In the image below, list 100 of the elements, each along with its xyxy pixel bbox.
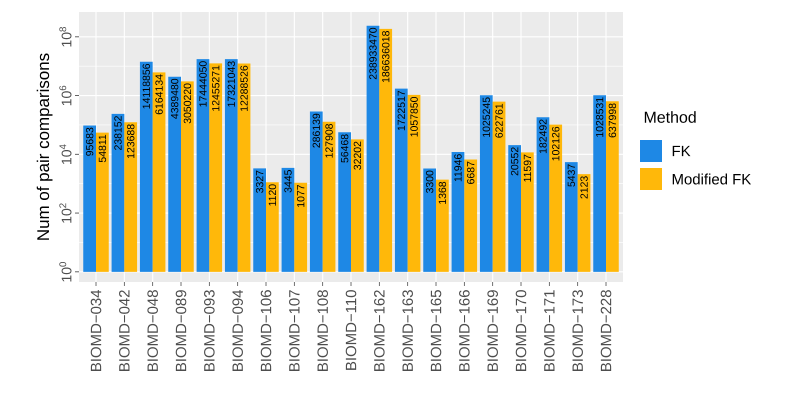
bar bbox=[196, 59, 210, 272]
bar bbox=[224, 59, 238, 272]
x-tick-label: BIOMD−166 bbox=[459, 290, 470, 371]
x-tick-label: BIOMD−170 bbox=[516, 290, 526, 371]
data-label: 11946 bbox=[454, 154, 462, 182]
x-tick-label: BIOMD−048 bbox=[147, 290, 158, 371]
bar bbox=[253, 168, 266, 272]
data-label: 286139 bbox=[312, 114, 320, 148]
x-tick-label: BIOMD−162 bbox=[374, 290, 385, 371]
data-label: 637998 bbox=[608, 103, 616, 138]
bar bbox=[379, 28, 392, 272]
data-label: 11597 bbox=[524, 154, 532, 182]
x-tick-label: BIOMD−171 bbox=[544, 290, 555, 371]
x-tick-label: BIOMD−089 bbox=[176, 290, 186, 371]
bar bbox=[294, 182, 308, 272]
x-tick-label: BIOMD−110 bbox=[346, 290, 356, 370]
bar bbox=[96, 132, 109, 272]
bar bbox=[508, 145, 522, 272]
legend-label: FK bbox=[672, 146, 690, 156]
x-tick-label: BIOMD−107 bbox=[289, 290, 300, 371]
data-label: 3050220 bbox=[184, 83, 192, 124]
data-label: 1368 bbox=[438, 182, 446, 204]
bar bbox=[168, 76, 182, 272]
data-label: 1057850 bbox=[410, 96, 418, 136]
data-label: 1120 bbox=[268, 184, 276, 206]
bar bbox=[152, 72, 166, 272]
bar bbox=[112, 114, 124, 272]
bar bbox=[310, 112, 323, 272]
data-label: 54811 bbox=[98, 134, 106, 162]
bar bbox=[606, 101, 619, 272]
data-label: 95683 bbox=[86, 128, 94, 156]
bar bbox=[480, 95, 493, 272]
bar bbox=[351, 139, 364, 272]
data-label: 238152 bbox=[114, 116, 122, 150]
data-label: 14118856 bbox=[142, 64, 150, 108]
bar bbox=[282, 168, 294, 272]
bar bbox=[266, 182, 279, 272]
bar bbox=[564, 162, 578, 272]
bar bbox=[322, 122, 336, 272]
data-label: 238933470 bbox=[369, 28, 377, 80]
data-label: 102126 bbox=[552, 126, 560, 160]
bar bbox=[209, 63, 222, 272]
bar bbox=[366, 26, 380, 272]
x-tick-label: BIOMD−093 bbox=[204, 290, 215, 371]
data-label: 127908 bbox=[325, 124, 333, 158]
data-label: 622761 bbox=[495, 104, 503, 138]
data-label: 17321043 bbox=[228, 61, 236, 107]
data-label: 6687 bbox=[467, 162, 474, 184]
data-label: 56468 bbox=[340, 134, 348, 163]
data-label: 1722517 bbox=[398, 90, 406, 130]
bar bbox=[549, 124, 562, 272]
bar bbox=[464, 159, 478, 272]
x-tick-label: BIOMD−228 bbox=[600, 290, 612, 371]
data-label: 32202 bbox=[354, 142, 362, 170]
data-label: 20552 bbox=[510, 147, 518, 176]
bar bbox=[521, 152, 534, 272]
bar bbox=[140, 62, 153, 272]
bar bbox=[436, 180, 449, 272]
bar bbox=[394, 88, 408, 272]
data-label: 17444050 bbox=[199, 61, 207, 107]
y-tick-label: 10$^{0}$ bbox=[59, 262, 72, 282]
x-tick-label: BIOMD−106 bbox=[260, 290, 272, 371]
x-tick-label: BIOMD−169 bbox=[487, 290, 498, 371]
data-label: 3327 bbox=[256, 170, 264, 193]
data-label: 4389480 bbox=[170, 78, 178, 119]
legend-title: Method bbox=[644, 111, 696, 123]
data-label: 3300 bbox=[426, 170, 434, 194]
data-label: 6164134 bbox=[155, 74, 163, 114]
bar bbox=[593, 95, 606, 272]
data-label: 5437 bbox=[568, 164, 576, 187]
legend-label: Modified FK bbox=[672, 174, 752, 184]
y-tick-label: 10$^{6}$ bbox=[59, 86, 72, 106]
data-label: 3445 bbox=[284, 170, 292, 192]
x-tick-label: BIOMD−094 bbox=[232, 290, 243, 371]
bar bbox=[423, 168, 436, 272]
bar bbox=[492, 102, 506, 272]
data-label: 12288526 bbox=[240, 66, 248, 112]
x-tick-label: BIOMD−163 bbox=[402, 290, 413, 371]
x-tick-label: BIOMD−034 bbox=[90, 290, 102, 371]
x-tick-label: BIOMD−165 bbox=[430, 290, 442, 371]
bar bbox=[238, 64, 250, 272]
bar bbox=[408, 94, 420, 272]
data-label: 123688 bbox=[127, 124, 134, 158]
x-tick-label: BIOMD−173 bbox=[572, 290, 583, 371]
bar bbox=[83, 126, 96, 272]
data-label: 186636018 bbox=[382, 31, 390, 82]
bar bbox=[338, 132, 352, 272]
bar bbox=[124, 122, 138, 272]
bar bbox=[536, 117, 550, 272]
x-tick-label: BIOMD−042 bbox=[119, 290, 130, 371]
data-label: 1025245 bbox=[482, 97, 490, 137]
data-label: 12455271 bbox=[212, 66, 220, 111]
y-axis-title: Num of pair comparisons bbox=[36, 54, 52, 240]
data-label: 182492 bbox=[539, 120, 547, 154]
y-tick-label: 10$^{8}$ bbox=[59, 27, 72, 46]
data-label: 2123 bbox=[580, 176, 588, 199]
bar bbox=[181, 81, 194, 272]
x-tick-label: BIOMD−108 bbox=[317, 290, 328, 371]
y-tick-label: 10$^{4}$ bbox=[59, 144, 72, 164]
bar bbox=[578, 174, 590, 272]
